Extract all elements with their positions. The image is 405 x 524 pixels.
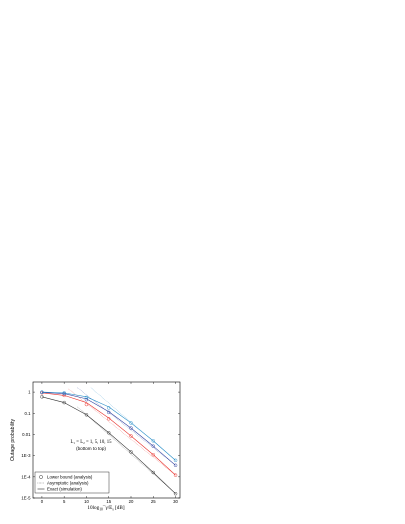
lower-bound-point [151,470,155,475]
lower-bound-point [151,453,155,457]
lower-bound-point [151,439,155,443]
legend-label-exact: Exact (simulation) [47,487,82,492]
y-tick-label: 1E-4 [21,474,31,479]
lower-bound-point [173,458,178,463]
y-tick-label: 1 [28,390,31,395]
x-tick-label: 25 [151,499,156,504]
lower-bound-point [129,421,133,425]
legend-label-lower-bound: Lower bound (analysis) [47,475,93,480]
lower-bound-point [40,390,44,394]
annotation-line1: L₁ = L₂ = 1, 5, 10, 15 [71,440,113,445]
legend-box [34,471,110,494]
exact-curve [41,396,176,494]
x-axis-title: 10log10¯γ/Es [dB] [87,504,124,512]
x-tick-label: 0 [41,499,44,504]
annotation-line2: (bottom to top) [76,446,106,451]
lower-bound-point [107,431,111,435]
lower-bound-point [62,400,66,405]
exact-curve [41,392,176,476]
y-tick-label: 0.01 [22,432,31,437]
y-tick-label: 0.1 [25,411,32,416]
y-tick-label: 1E-5 [21,496,31,501]
asymptotic-line [68,388,176,476]
x-axis-title-pre: 10log [87,505,99,511]
lower-bound-point [173,491,178,496]
lower-bound-point [84,413,89,417]
x-axis-title-sub1: 10 [99,508,103,512]
lower-bound-point [129,450,133,454]
lower-bound-point [40,395,44,399]
lower-bound-point [62,391,66,395]
x-tick-label: 20 [129,499,134,504]
lower-bound-point [84,402,89,407]
y-tick-label: 1E-3 [21,453,31,458]
series-layer [40,387,178,496]
legend: Lower bound (analysis) Asymptotic (analy… [34,471,110,494]
lower-bound-point [84,397,89,402]
series-2 [40,388,178,477]
x-axis: 0 5 10 15 20 25 30 [41,382,179,504]
asymptotic-line [90,387,176,461]
x-tick-label: 15 [106,499,111,504]
legend-label-asymptotic: Asymptotic (analysis) [47,481,89,486]
lower-bound-point [129,426,133,430]
series-4 [40,387,178,463]
x-tick-label: 5 [63,499,66,504]
lower-bound-point [107,417,111,421]
series-3 [40,387,178,468]
x-tick-label: 30 [173,499,178,504]
lower-bound-point [173,463,178,468]
series-1 [40,395,178,496]
lower-bound-point [173,473,178,477]
x-axis-title-mid: ¯γ/E [102,504,113,511]
x-tick-label: 10 [84,499,89,504]
exact-curve [41,391,176,461]
legend-marker-lower-bound [39,475,43,479]
exact-curve [41,392,176,466]
lower-bound-point [84,395,89,400]
y-axis-title: Outage probability [10,419,16,462]
lower-bound-point [107,410,111,415]
x-axis-title-sub2: s [112,508,114,512]
lower-bound-point [129,434,133,438]
lower-bound-point [107,406,111,410]
plot-frame [32,381,181,499]
y-axis: 1 0.1 0.01 1E-3 1E-4 1E-5 [21,390,180,501]
lower-bound-point [151,444,155,448]
x-axis-title-post: [dB] [114,505,125,511]
